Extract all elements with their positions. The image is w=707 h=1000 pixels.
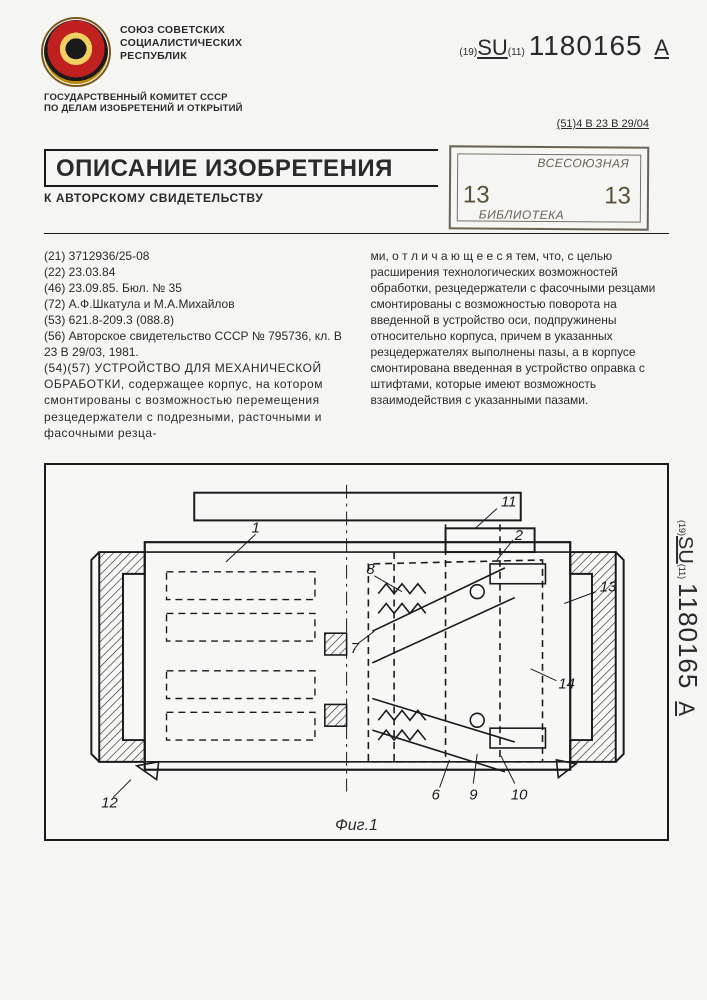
callout-7: 7	[351, 641, 360, 657]
biblio-left-column: (21) 3712936/25-08 (22) 23.03.84 (46) 23…	[44, 248, 343, 441]
figure-1: 1 11 2 8 7 13 14 12 6 9 10 Фиг.1	[44, 463, 669, 841]
library-stamp: ВСЕСОЮЗНАЯ 13 13 БИБЛИОТЕКА	[449, 145, 650, 230]
document-id-side: (19)SU(11) 1180165A	[672, 520, 703, 716]
callout-6: 6	[432, 787, 441, 803]
biblio-right-column: ми, о т л и ч а ю щ е е с я тем, что, с …	[371, 248, 670, 441]
field-56: (56) Авторское свидетельство СССР № 7957…	[44, 328, 343, 360]
abstract-continuation: ми, о т л и ч а ю щ е е с я тем, что, с …	[371, 248, 670, 409]
field-53: (53) 621.8-209.3 (088.8)	[44, 312, 343, 328]
document-id-top: (19)SU(11) 1180165 A	[302, 18, 669, 62]
divider	[44, 233, 669, 234]
callout-9: 9	[469, 787, 477, 803]
callout-1: 1	[252, 520, 260, 536]
field-22: (22) 23.03.84	[44, 264, 343, 280]
field-72: (72) А.Ф.Шкатула и М.А.Михайлов	[44, 296, 343, 312]
callout-13: 13	[600, 579, 617, 595]
ussr-emblem	[44, 20, 108, 84]
committee-name: ГОСУДАРСТВЕННЫЙ КОМИТЕТ СССР ПО ДЕЛАМ ИЗ…	[44, 92, 669, 115]
figure-caption: Фиг.1	[46, 817, 667, 835]
ipc-classification: (51)4 В 23 В 29/04	[557, 118, 649, 130]
callout-14: 14	[558, 676, 575, 692]
callout-2: 2	[514, 528, 524, 544]
union-name: СОЮЗ СОВЕТСКИХ СОЦИАЛИСТИЧЕСКИХ РЕСПУБЛИ…	[120, 18, 290, 63]
field-54-57: (54)(57) УСТРОЙСТВО ДЛЯ МЕХАНИЧЕСКОЙ ОБР…	[44, 360, 343, 440]
callout-10: 10	[511, 787, 528, 803]
bibliographic-block: (21) 3712936/25-08 (22) 23.03.84 (46) 23…	[44, 248, 669, 441]
field-21: (21) 3712936/25-08	[44, 248, 343, 264]
callout-12: 12	[101, 795, 118, 811]
doc-title: ОПИСАНИЕ ИЗОБРЕТЕНИЯ	[44, 149, 438, 187]
callout-8: 8	[366, 562, 375, 578]
callout-11: 11	[501, 494, 516, 510]
field-46: (46) 23.09.85. Бюл. № 35	[44, 280, 343, 296]
